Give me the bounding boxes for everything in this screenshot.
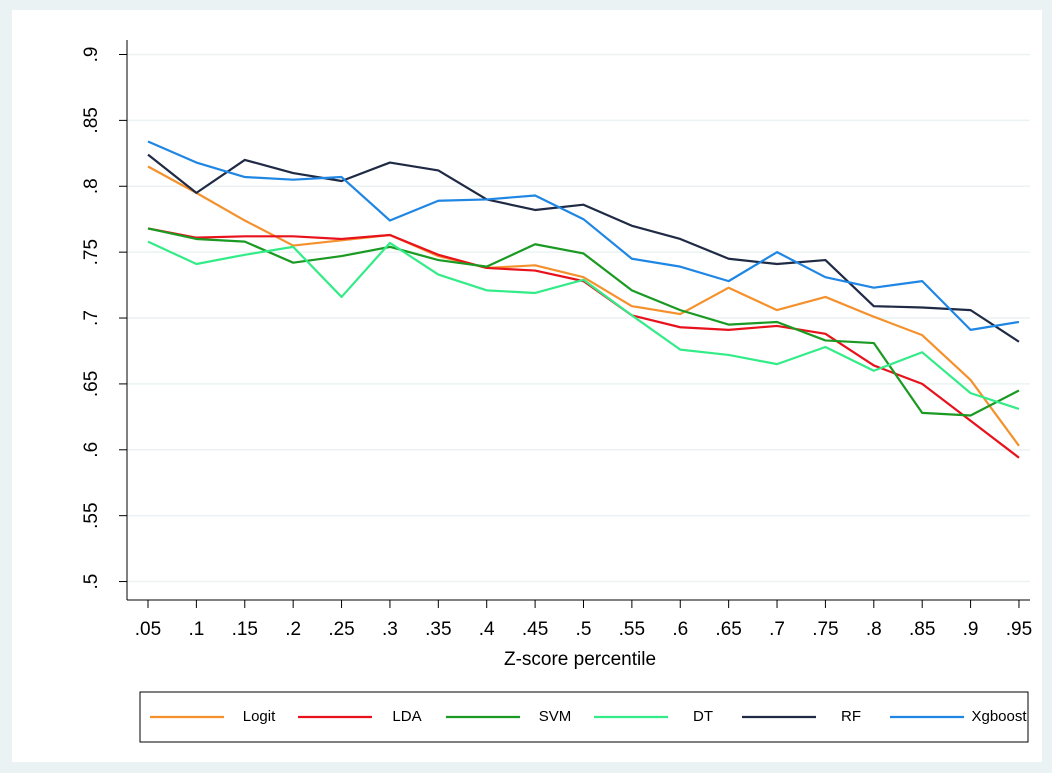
x-tick-label: .35 [425, 619, 451, 640]
y-tick-label: .9 [81, 47, 102, 63]
series-line [147, 240, 1020, 410]
x-tick-label: .25 [328, 619, 354, 640]
x-tick-label: .4 [479, 619, 495, 640]
series-line [147, 227, 1020, 417]
series-line [147, 165, 1020, 447]
y-tick-label: .75 [81, 239, 102, 265]
x-tick-label: .65 [715, 619, 741, 640]
y-tick-label: .6 [81, 442, 102, 458]
x-tick-label: .7 [769, 619, 785, 640]
x-tick-label: .55 [619, 619, 645, 640]
legend-box [139, 691, 1029, 743]
graph-region [12, 10, 1042, 762]
x-tick-label: .95 [1006, 619, 1032, 640]
legend-label: DT [693, 708, 713, 725]
legend-label: Xgboost [971, 708, 1027, 725]
legend-label: LDA [392, 708, 421, 725]
y-tick-label: .85 [81, 107, 102, 133]
y-tick-label: .5 [81, 574, 102, 590]
x-tick-label: .5 [576, 619, 592, 640]
x-tick-label: .85 [909, 619, 935, 640]
x-tick-label: .1 [188, 619, 204, 640]
legend-label: RF [841, 708, 861, 725]
x-tick-label: .3 [382, 619, 398, 640]
y-tick-label: .8 [81, 178, 102, 194]
x-tick-label: .2 [285, 619, 301, 640]
legend-label: SVM [539, 708, 572, 725]
x-tick-label: .9 [963, 619, 979, 640]
x-tick-label: .15 [232, 619, 258, 640]
x-tick-label: .8 [866, 619, 882, 640]
y-tick-label: .7 [81, 310, 102, 326]
x-tick-label: .75 [812, 619, 838, 640]
y-tick-label: .65 [81, 371, 102, 397]
series-line [147, 153, 1020, 343]
y-tick-label: .55 [81, 502, 102, 528]
x-tick-label: .6 [672, 619, 688, 640]
x-axis-title: Z-score percentile [504, 649, 656, 670]
legend-label: Logit [243, 708, 276, 725]
series-line [147, 140, 1020, 331]
x-tick-label: .45 [522, 619, 548, 640]
x-tick-label: .05 [135, 619, 161, 640]
